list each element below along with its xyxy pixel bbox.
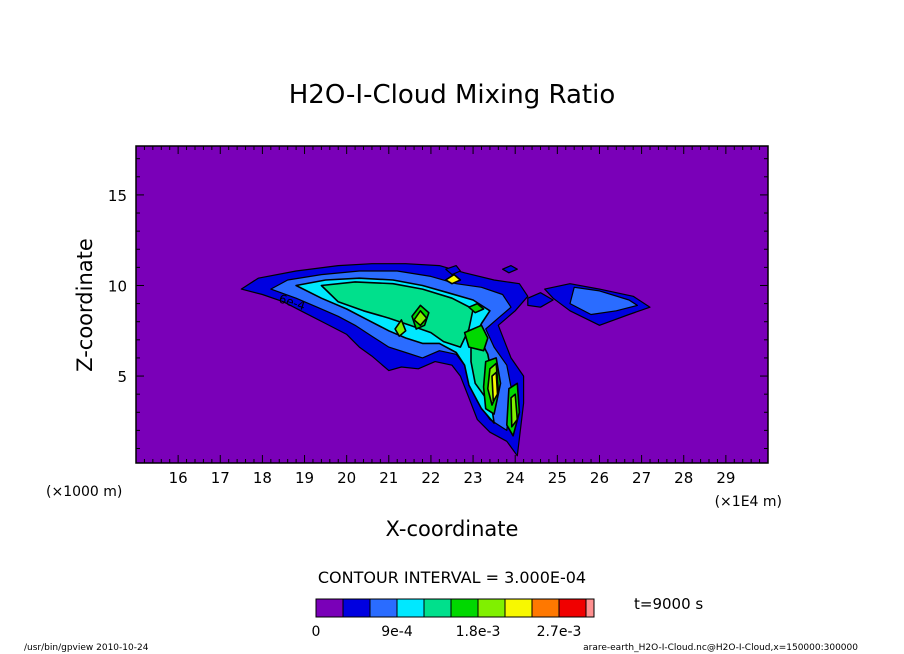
contour-region-4: [502, 265, 518, 274]
chart-title: H2O-I-Cloud Mixing Ratio: [289, 80, 616, 110]
contour-fill-group: [240, 263, 651, 457]
contour-region-19: [491, 371, 499, 403]
colorbar-cell-7: [504, 598, 533, 618]
contour-region-14: [468, 302, 485, 314]
x-tick-label-11: 27: [632, 469, 651, 487]
x-tick-label-1: 17: [211, 469, 230, 487]
colorbar-cell-3: [396, 598, 425, 618]
colorbar-cell-4: [423, 598, 452, 618]
x-unit-left: (×1000 m): [46, 484, 122, 500]
x-tick-label-7: 23: [464, 469, 483, 487]
colorbar: [315, 598, 595, 618]
colorbar-tick-label-1: 9e-4: [381, 624, 413, 640]
plot-frame: [135, 145, 769, 464]
colorbar-cell-1: [342, 598, 371, 618]
x-tick-label-2: 18: [253, 469, 272, 487]
x-tick-label-5: 21: [379, 469, 398, 487]
y-axis: 5 10 15: [108, 158, 768, 450]
x-tick-label-4: 20: [337, 469, 356, 487]
x-tick-label-12: 28: [674, 469, 693, 487]
x-tick-label-3: 19: [295, 469, 314, 487]
colorbar-tick-label-3: 2.7e-3: [537, 624, 582, 640]
contour-region-6: [569, 286, 639, 316]
x-tick-label-9: 25: [548, 469, 567, 487]
contour-interval-text: CONTOUR INTERVAL = 3.000E-04: [318, 568, 586, 587]
x-axis: 16 17 18 19 20 21 22 23 24 25 26 27 28 29: [143, 146, 761, 487]
x-axis-label: X-coordinate: [386, 517, 519, 541]
x-tick-label-8: 24: [506, 469, 525, 487]
colorbar-cell-0: [315, 598, 344, 618]
contour-region-17: [510, 393, 519, 428]
x-tick-label-6: 22: [421, 469, 440, 487]
contour-region-8: [320, 281, 474, 348]
colorbar-cell-9: [558, 598, 587, 618]
colorbar-tick-label-0: 0: [312, 624, 321, 640]
x-tick-label-0: 16: [169, 469, 188, 487]
x-tick-label-13: 29: [716, 469, 735, 487]
contour-region-18: [394, 319, 407, 338]
contour-region-20: [444, 273, 462, 285]
y-tick-label-2: 15: [108, 187, 127, 205]
contour-region-15: [413, 309, 428, 327]
time-label: t=9000 s: [634, 595, 703, 613]
colorbar-cell-5: [450, 598, 479, 618]
contour-region-2: [527, 292, 554, 308]
colorbar-tick-label-2: 1.8e-3: [456, 624, 501, 640]
contour-region-3: [445, 265, 461, 276]
x-unit-right: (×1E4 m): [715, 494, 782, 510]
footer-left: /usr/bin/gpview 2010-10-24: [24, 643, 149, 653]
footer-right: arare-earth_H2O-I-Cloud.nc@H2O-I-Cloud,x…: [583, 643, 858, 653]
colorbar-cell-8: [531, 598, 560, 618]
y-tick-label-1: 10: [108, 277, 127, 295]
colorbar-cell-10: [585, 598, 595, 618]
colorbar-tick-labels: 0 9e-4 1.8e-3 2.7e-3: [312, 624, 582, 640]
colorbar-cell-6: [477, 598, 506, 618]
y-tick-label-0: 5: [117, 368, 127, 386]
y-axis-label: Z-coordinate: [73, 238, 97, 372]
colorbar-cell-2: [369, 598, 398, 618]
x-tick-label-10: 26: [590, 469, 609, 487]
contour-region-11: [463, 324, 489, 352]
